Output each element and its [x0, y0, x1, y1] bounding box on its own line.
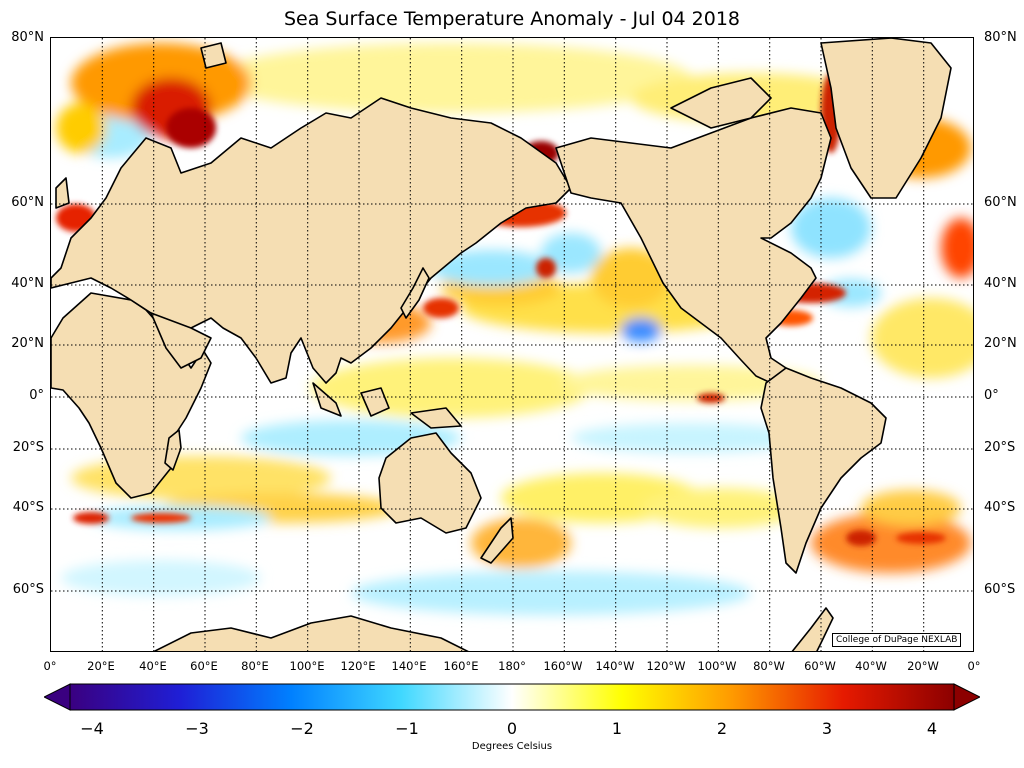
lat-label-left: 20°S	[12, 440, 44, 455]
lat-label-left: 40°S	[12, 500, 44, 515]
lon-label: 20°W	[907, 659, 939, 673]
lat-label-right: 40°N	[984, 276, 1017, 291]
colorbar-tick: 3	[821, 719, 833, 738]
land-masses	[51, 38, 952, 651]
lon-label: 160°W	[543, 659, 583, 673]
lat-label-left: 60°S	[12, 582, 44, 597]
lat-label-right: 60°S	[984, 582, 1016, 597]
colorbar-gradient	[69, 683, 955, 711]
land-madagascar	[164, 429, 182, 471]
colorbar-tick: −4	[80, 719, 104, 738]
land-antarctic-peninsula	[791, 607, 834, 651]
colorbar-tick: 0	[506, 719, 518, 738]
colorbar-tick: 4	[926, 719, 938, 738]
lat-label-left: 80°N	[11, 30, 44, 45]
lat-label-left: 0°	[29, 388, 44, 403]
lon-label: 60°E	[190, 659, 218, 673]
lon-label: 0°	[967, 659, 981, 673]
credit-label: College of DuPage NEXLAB	[832, 633, 962, 647]
land-sumatra	[312, 382, 342, 417]
colorbar-min-arrow	[44, 683, 71, 711]
lon-label: 140°E	[391, 659, 427, 673]
lon-label: 80°E	[241, 659, 269, 673]
lat-label-right: 80°N	[984, 30, 1017, 45]
land-australia	[378, 432, 482, 534]
lat-label-left: 20°N	[11, 336, 44, 351]
lon-label: 100°W	[697, 659, 737, 673]
lon-label: 120°W	[646, 659, 686, 673]
graticule	[51, 38, 973, 651]
colorbar-tick: 2	[716, 719, 728, 738]
lon-label: 20°E	[87, 659, 115, 673]
map-title: Sea Surface Temperature Anomaly - Jul 04…	[283, 8, 741, 30]
colorbar-tick: 1	[611, 719, 623, 738]
lon-label: 140°W	[595, 659, 635, 673]
colorbar-max-arrow	[953, 683, 980, 711]
lat-label-right: 40°S	[984, 500, 1016, 515]
lon-label: 0°	[43, 659, 57, 673]
land-japan	[400, 267, 430, 319]
lon-label: 80°W	[753, 659, 785, 673]
lat-label-right: 20°S	[984, 440, 1016, 455]
lon-label: 180°	[498, 659, 526, 673]
lat-label-right: 60°N	[984, 195, 1017, 210]
land-borneo	[360, 387, 390, 417]
lon-label: 120°E	[340, 659, 376, 673]
land-new-guinea	[410, 407, 462, 429]
land-arabia	[150, 312, 212, 369]
lon-label: 160°E	[443, 659, 479, 673]
map-canvas	[51, 38, 973, 651]
lon-label: 40°E	[139, 659, 167, 673]
land-uk	[55, 177, 70, 209]
lat-label-right: 0°	[984, 388, 999, 403]
colorbar-label: Degrees Celsius	[471, 741, 553, 752]
lon-label: 100°E	[289, 659, 325, 673]
lat-label-left: 40°N	[11, 276, 44, 291]
land-canada-islands	[670, 77, 772, 129]
lon-label: 40°W	[855, 659, 887, 673]
lon-label: 60°W	[804, 659, 836, 673]
lat-label-left: 60°N	[11, 195, 44, 210]
colorbar-tick: −2	[290, 719, 314, 738]
colorbar-tick: −3	[185, 719, 209, 738]
colorbar	[44, 683, 980, 711]
colorbar-tick: −1	[395, 719, 419, 738]
land-greenland	[820, 38, 952, 199]
land-antarctica	[153, 615, 469, 651]
land-new-zealand	[480, 517, 514, 564]
land-south-america	[760, 367, 887, 574]
sst-anomaly-map	[50, 37, 974, 652]
land-arctic-islands	[200, 42, 227, 69]
land-eurasia	[51, 97, 572, 384]
lat-label-right: 20°N	[984, 336, 1017, 351]
land-north-america	[555, 107, 832, 384]
